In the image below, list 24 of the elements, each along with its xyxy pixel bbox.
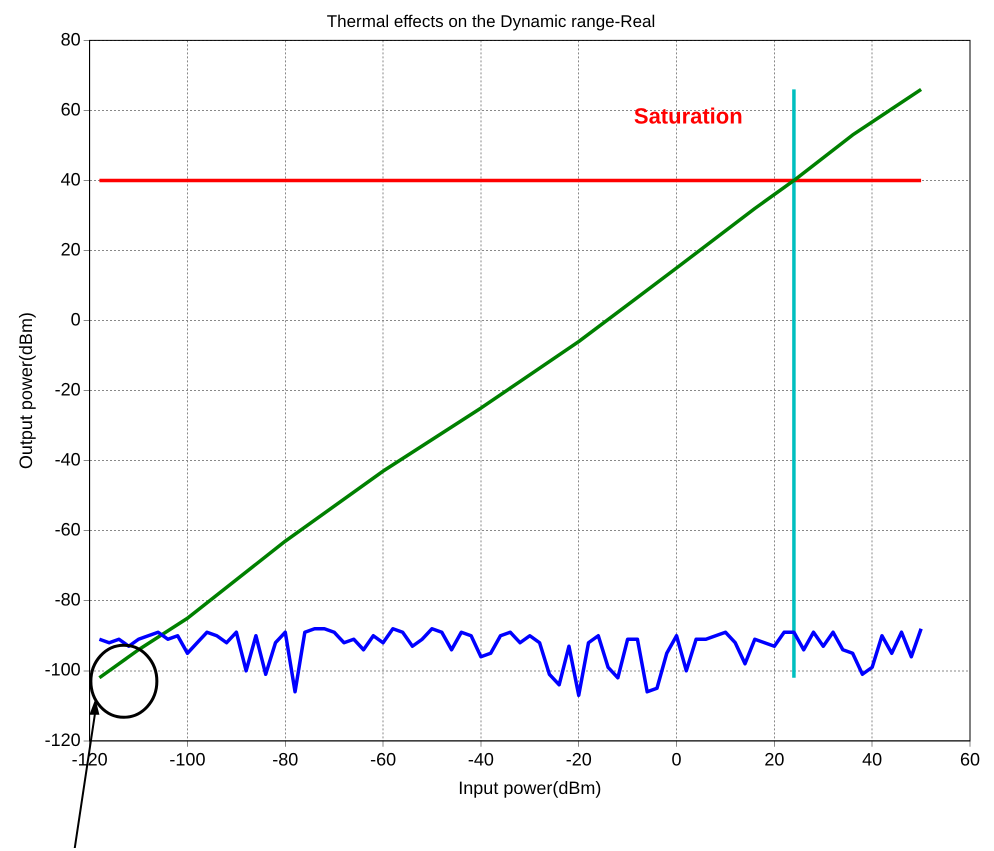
x-tick-label: -40: [468, 750, 494, 770]
y-tick-label: 20: [60, 239, 81, 260]
x-tick-label: 40: [862, 750, 882, 770]
x-tick-label: 0: [672, 750, 682, 770]
y-tick-label: -80: [54, 590, 81, 610]
x-axis-title: Input power(dBm): [458, 778, 602, 798]
y-tick-label: -40: [54, 450, 81, 470]
y-tick-label: 40: [60, 169, 81, 190]
y-tick-label: -120: [44, 730, 81, 750]
y-tick-label: -60: [54, 520, 81, 540]
y-tick-label: 80: [60, 29, 81, 50]
x-tick-label: -60: [370, 750, 396, 770]
y-tick-label: 0: [70, 310, 81, 330]
x-tick-label: -80: [272, 750, 298, 770]
x-tick-label: 60: [960, 750, 980, 770]
chart-title: Thermal effects on the Dynamic range-Real: [326, 12, 656, 31]
y-tick-label: 60: [60, 99, 81, 120]
y-tick-label: -100: [44, 660, 81, 680]
y-tick-label: -20: [54, 380, 81, 400]
x-tick-label: -20: [566, 750, 592, 770]
x-tick-label: 20: [764, 750, 784, 770]
annotation: Saturation: [634, 104, 743, 129]
x-tick-label: -100: [169, 750, 206, 770]
y-axis-title: Output power(dBm): [16, 312, 36, 470]
